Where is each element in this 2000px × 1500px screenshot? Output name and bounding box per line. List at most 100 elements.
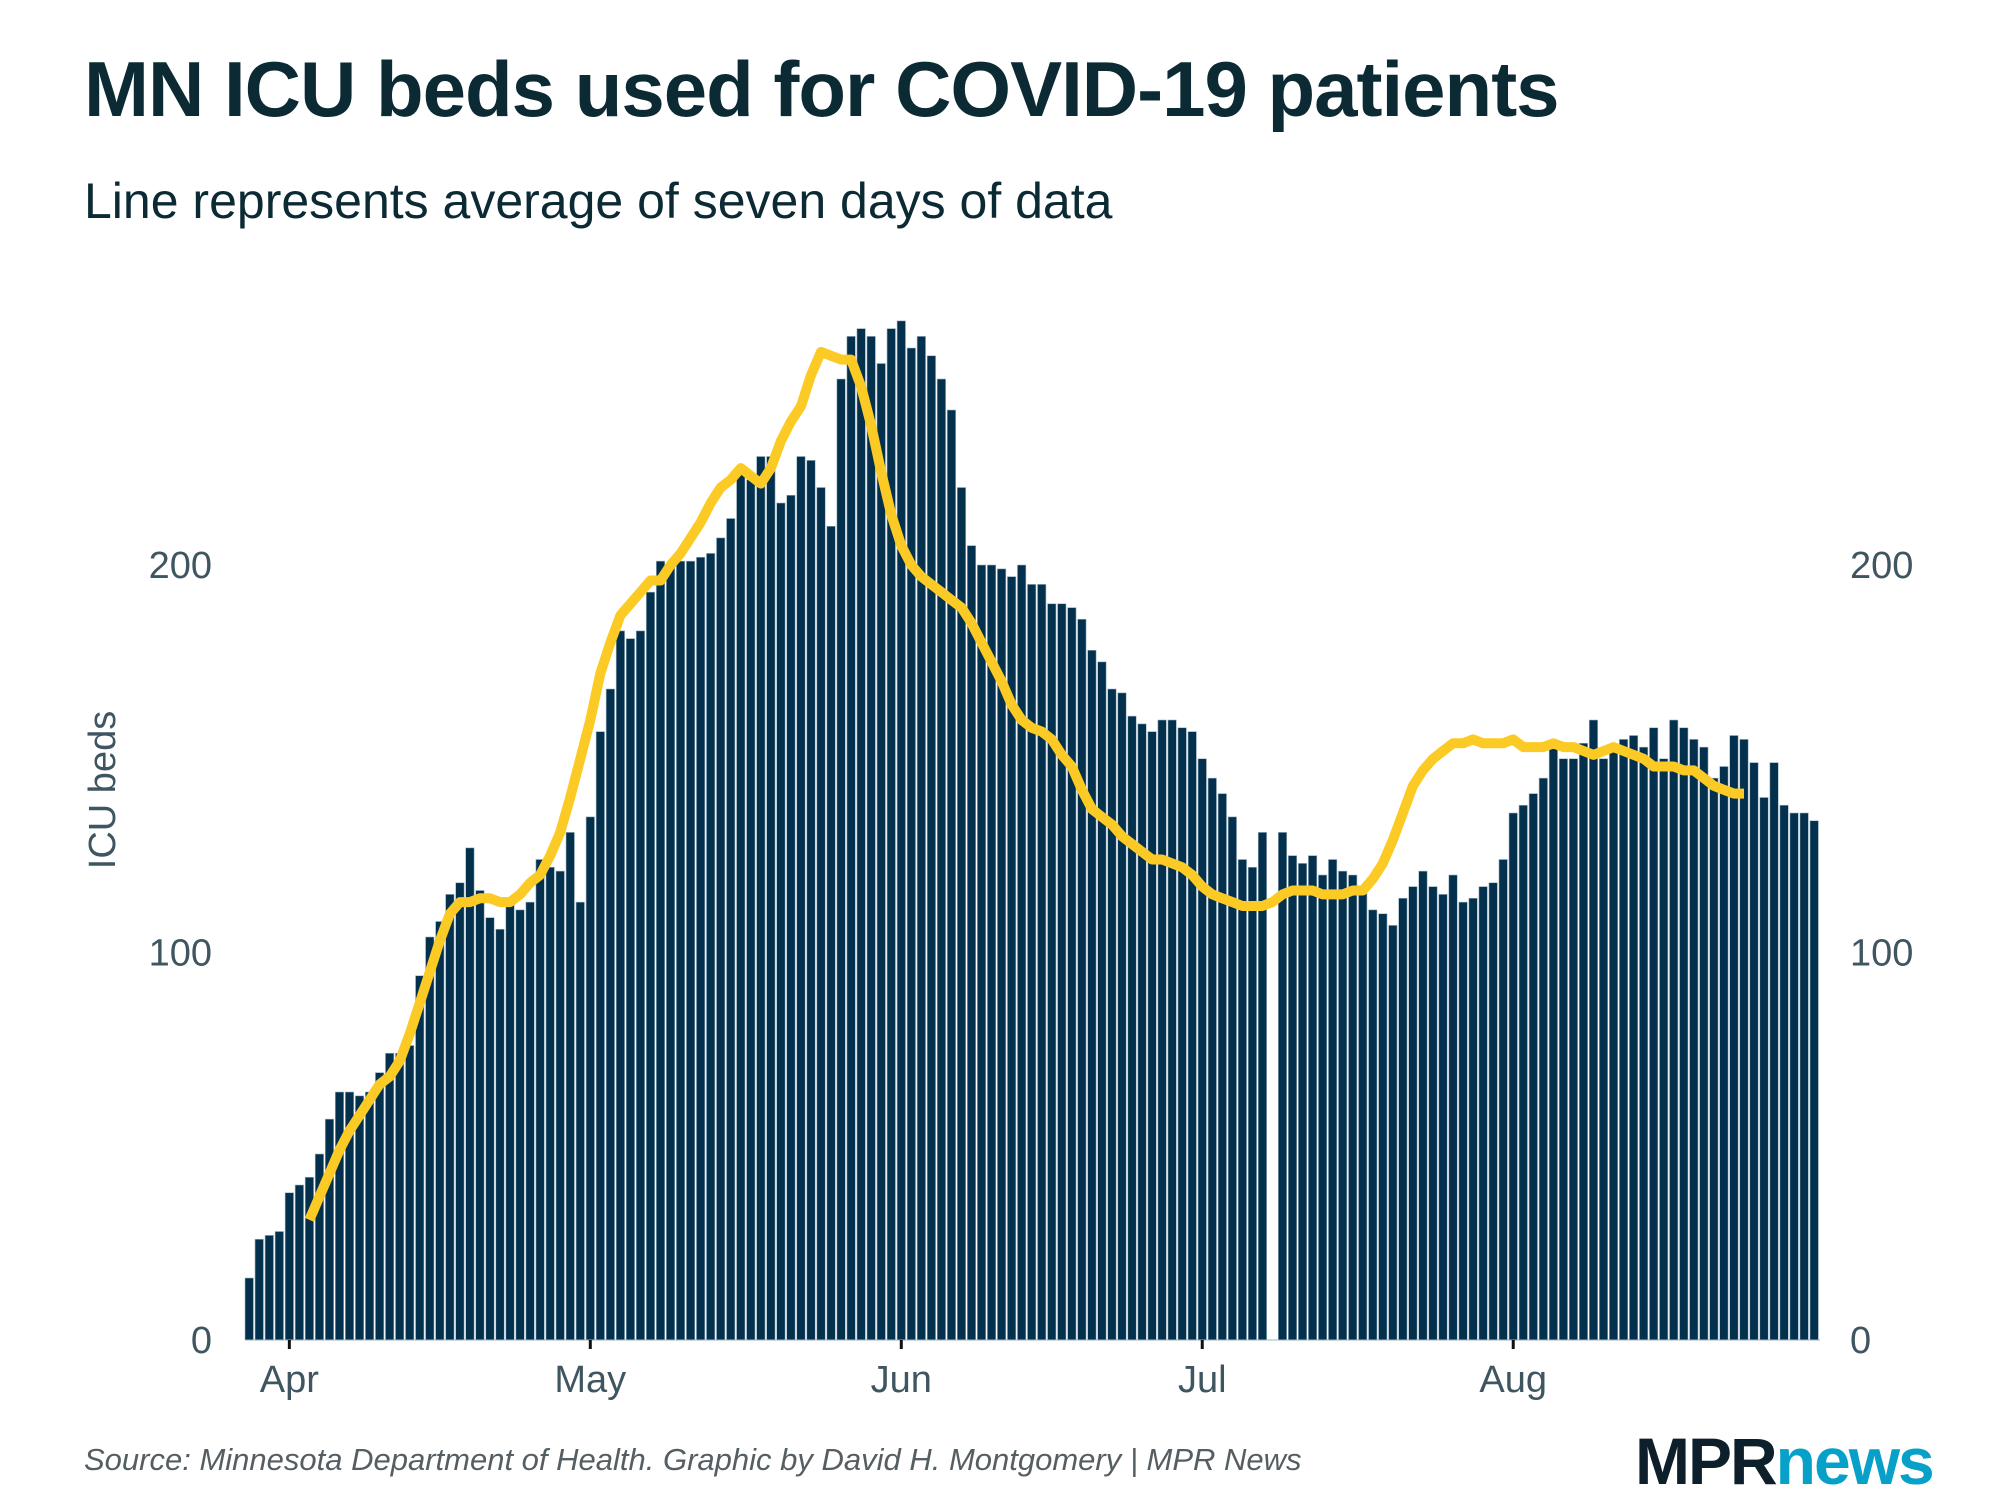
bar <box>365 1091 375 1341</box>
bar <box>595 731 605 1341</box>
average-line <box>304 346 1744 1222</box>
bar <box>585 816 595 1341</box>
bar <box>1308 855 1318 1341</box>
bar <box>1177 727 1187 1341</box>
bar <box>1759 797 1769 1341</box>
bar <box>565 832 575 1341</box>
bar <box>274 1231 284 1341</box>
bar <box>966 545 977 1341</box>
bar <box>1538 777 1548 1341</box>
bar <box>284 1192 294 1341</box>
y-tick-label-left: 0 <box>191 1320 212 1362</box>
y-axis-left: 0 100 200 <box>149 545 212 1362</box>
bar <box>1799 812 1809 1341</box>
line-group <box>304 346 1744 1222</box>
bar <box>1528 793 1538 1341</box>
bar <box>666 564 676 1341</box>
bar <box>1338 870 1348 1341</box>
bar <box>726 518 736 1341</box>
bar <box>1418 870 1428 1341</box>
bar <box>1398 897 1408 1341</box>
bar <box>987 564 997 1341</box>
bar <box>1207 777 1217 1341</box>
bar <box>1027 584 1037 1341</box>
bar <box>926 355 936 1341</box>
bar <box>1659 758 1669 1341</box>
bar <box>1077 618 1087 1341</box>
bar <box>816 487 826 1341</box>
bar <box>615 630 625 1341</box>
y-axis-title: ICU beds <box>82 711 124 869</box>
bar <box>1067 607 1077 1341</box>
bar <box>1318 874 1328 1341</box>
bar <box>686 560 696 1341</box>
bar <box>916 336 926 1341</box>
bar <box>1298 863 1308 1341</box>
bar <box>635 630 645 1341</box>
bar <box>415 975 425 1341</box>
bar <box>294 1184 304 1341</box>
bar <box>1217 793 1227 1341</box>
bar <box>435 921 445 1341</box>
bar <box>535 859 545 1341</box>
bar <box>1598 758 1609 1341</box>
bar <box>1558 758 1568 1341</box>
bar <box>756 456 766 1341</box>
bar <box>1789 812 1799 1341</box>
bar <box>1117 692 1127 1341</box>
bar <box>545 866 555 1341</box>
bar <box>1498 859 1508 1341</box>
bar <box>1097 661 1107 1341</box>
bar <box>1107 688 1117 1341</box>
logo-mpr: MPR <box>1635 1424 1778 1498</box>
bar <box>656 560 666 1341</box>
bar <box>1719 766 1729 1341</box>
bar <box>1458 901 1468 1341</box>
bar <box>475 890 485 1341</box>
bar <box>776 502 786 1341</box>
bar <box>846 336 856 1341</box>
y-tick-label-right: 100 <box>1850 933 1913 975</box>
bar <box>645 591 656 1341</box>
bar <box>766 456 776 1341</box>
bar <box>1729 735 1739 1341</box>
bar <box>1588 719 1598 1341</box>
bar <box>1057 603 1067 1341</box>
bar <box>936 378 946 1341</box>
bar <box>1187 731 1197 1341</box>
bar <box>555 870 565 1341</box>
bar <box>485 917 495 1341</box>
bar <box>1609 750 1619 1341</box>
bars-group <box>244 320 1819 1341</box>
bar <box>1388 925 1398 1341</box>
bar <box>1769 762 1779 1341</box>
bar <box>1749 762 1759 1341</box>
bar <box>1147 731 1157 1341</box>
bar <box>525 901 535 1341</box>
y-tick-label-left: 100 <box>149 933 212 975</box>
bar <box>1478 886 1488 1341</box>
bar <box>495 928 505 1341</box>
bar <box>445 894 455 1341</box>
bar <box>1157 719 1167 1341</box>
x-tick-label: Apr <box>260 1359 319 1401</box>
bar <box>786 494 796 1341</box>
bar <box>1779 804 1789 1341</box>
bar <box>505 901 515 1341</box>
mpr-news-logo: MPRnews <box>1635 1423 1935 1499</box>
bar <box>1689 739 1699 1341</box>
source-note: Source: Minnesota Department of Health. … <box>84 1442 1302 1477</box>
bar <box>716 537 726 1341</box>
bar <box>1288 855 1298 1341</box>
bar <box>1679 727 1689 1341</box>
bar <box>244 1277 254 1341</box>
bar <box>1639 746 1649 1341</box>
bar <box>1037 584 1047 1341</box>
bar <box>1137 723 1147 1341</box>
bar <box>395 1052 405 1341</box>
bar <box>605 688 615 1341</box>
bar <box>836 378 846 1341</box>
bar <box>1227 816 1237 1341</box>
x-tick-label: Jul <box>1178 1359 1227 1401</box>
